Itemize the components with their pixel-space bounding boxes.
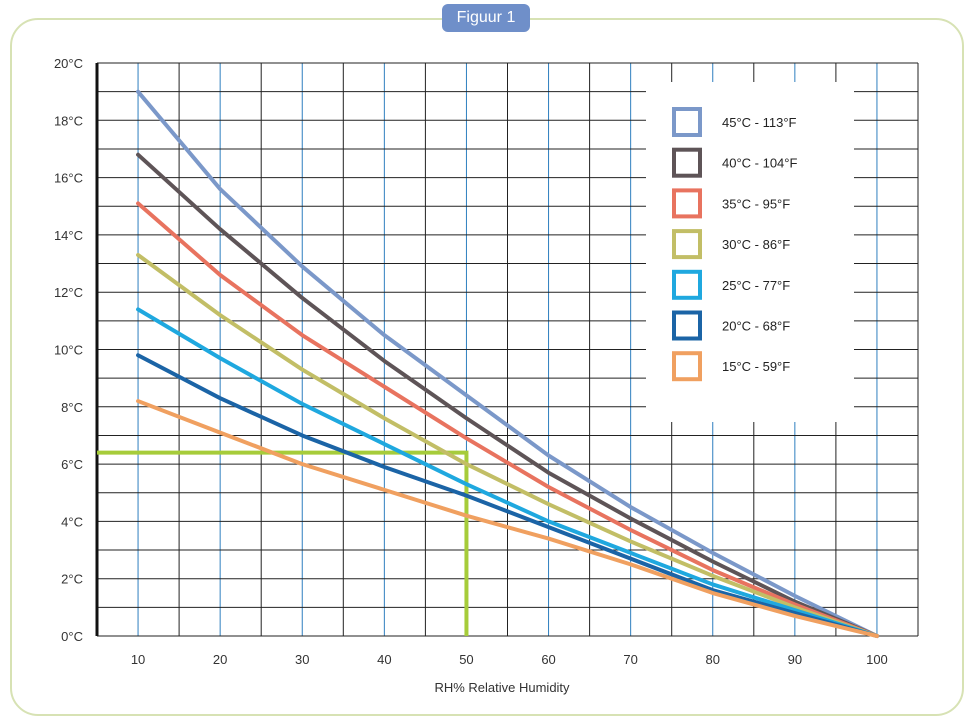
series-line bbox=[136, 201, 879, 638]
x-tick-label: 60 bbox=[541, 652, 555, 667]
x-tick-label: 40 bbox=[377, 652, 391, 667]
series-line bbox=[136, 399, 879, 638]
series-line bbox=[136, 307, 879, 638]
y-tick-label: 0°C bbox=[61, 629, 83, 644]
chart-axes: 0°C 2°C 4°C 6°C 8°C 10°C 12°C 14°C 16°C 18°C 20°C 1… bbox=[54, 56, 888, 667]
legend-swatch bbox=[672, 269, 702, 300]
x-axis-title: RH% Relative Humidity bbox=[434, 680, 570, 695]
chart-annotation bbox=[97, 450, 469, 636]
x-tick-label: 50 bbox=[459, 652, 473, 667]
series-line bbox=[136, 252, 879, 638]
x-tick-label: 70 bbox=[623, 652, 637, 667]
y-tick-label: 10°C bbox=[54, 343, 83, 358]
legend-label: 20°C - 68°F bbox=[722, 319, 790, 334]
y-tick-label: 18°C bbox=[54, 113, 83, 128]
legend-label: 45°C - 113°F bbox=[722, 115, 797, 130]
series-line bbox=[136, 353, 879, 638]
y-tick-label: 8°C bbox=[61, 400, 83, 415]
legend-label: 40°C - 104°F bbox=[722, 156, 797, 171]
y-tick-label: 20°C bbox=[54, 56, 83, 71]
x-tick-label: 30 bbox=[295, 652, 309, 667]
legend-box bbox=[646, 82, 854, 422]
y-tick-label: 2°C bbox=[61, 572, 83, 587]
legend-label: 30°C - 86°F bbox=[722, 237, 790, 252]
x-tick-label: 20 bbox=[213, 652, 227, 667]
x-tick-label: 100 bbox=[866, 652, 888, 667]
legend-swatch bbox=[672, 310, 702, 341]
y-tick-label: 4°C bbox=[61, 514, 83, 529]
legend-swatch bbox=[672, 147, 702, 178]
legend-label: 35°C - 95°F bbox=[722, 196, 790, 211]
legend-swatch bbox=[672, 229, 702, 260]
y-tick-label: 14°C bbox=[54, 228, 83, 243]
y-tick-label: 6°C bbox=[61, 457, 83, 472]
series-line bbox=[136, 152, 879, 638]
legend-swatch bbox=[672, 107, 702, 137]
x-tick-label: 90 bbox=[788, 652, 802, 667]
legend-swatch bbox=[672, 188, 702, 219]
legend-swatch bbox=[672, 351, 702, 382]
y-tick-label: 12°C bbox=[54, 285, 83, 300]
y-tick-label: 16°C bbox=[54, 171, 83, 186]
chart-series bbox=[136, 89, 879, 638]
annotation-guide-line bbox=[97, 450, 469, 636]
legend-label: 25°C - 77°F bbox=[722, 278, 790, 293]
figure-label: Figuur 1 bbox=[442, 4, 530, 32]
x-tick-label: 80 bbox=[706, 652, 720, 667]
x-tick-label: 10 bbox=[131, 652, 145, 667]
legend-label: 15°C - 59°F bbox=[722, 359, 790, 374]
chart-legend: 45°C - 113°F 40°C - 104°F 35°C - 95°F 30°C … bbox=[646, 82, 854, 422]
series-line bbox=[136, 89, 879, 638]
